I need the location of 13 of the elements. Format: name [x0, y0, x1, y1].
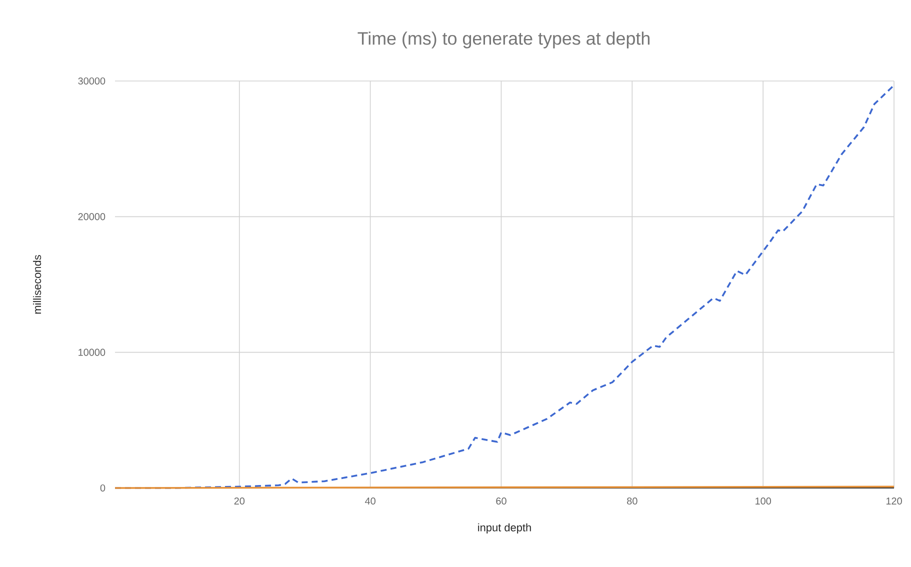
y-tick-label: 0 [100, 484, 106, 492]
x-axis-title: input depth [478, 523, 531, 534]
x-tick-label: 40 [365, 498, 376, 505]
y-axis-title: milliseconds [33, 255, 42, 314]
y-tick-label: 10000 [78, 348, 106, 356]
y-tick-label: 20000 [78, 213, 106, 220]
x-tick-label: 20 [234, 498, 245, 505]
y-tick-label: 30000 [78, 77, 106, 85]
x-tick-label: 120 [886, 498, 902, 505]
x-tick-label: 60 [496, 498, 506, 505]
x-tick-label: 100 [756, 498, 772, 505]
chart-title: Time (ms) to generate types at depth [358, 32, 650, 48]
x-tick-label: 80 [627, 498, 638, 505]
